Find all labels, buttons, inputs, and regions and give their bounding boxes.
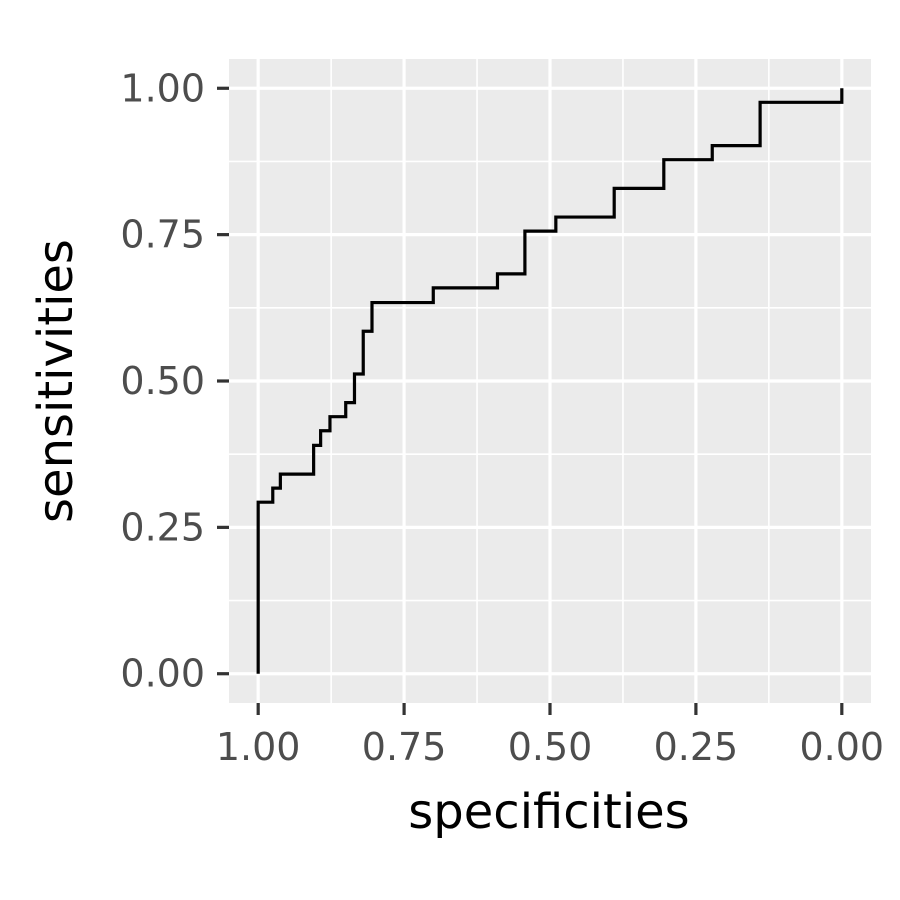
y-axis-title: sensitivities bbox=[28, 239, 84, 523]
y-tick-label: 0.75 bbox=[120, 213, 205, 257]
x-tick-label: 0.75 bbox=[362, 725, 447, 769]
x-tick-label: 0.00 bbox=[800, 725, 885, 769]
roc-curve-line bbox=[256, 88, 844, 674]
major-gridlines bbox=[229, 59, 871, 703]
y-axis: 0.00 0.25 0.50 0.75 1.00 bbox=[120, 66, 229, 696]
y-tick-label: 1.00 bbox=[120, 66, 205, 110]
y-tick-label: 0.25 bbox=[120, 505, 205, 549]
x-axis-title: specificities bbox=[408, 784, 689, 840]
x-tick-label: 1.00 bbox=[216, 725, 301, 769]
x-tick-label: 0.25 bbox=[654, 725, 739, 769]
y-tick-label: 0.00 bbox=[120, 652, 205, 696]
series-layer bbox=[256, 88, 844, 674]
y-tick-label: 0.50 bbox=[120, 359, 205, 403]
x-tick-label: 0.50 bbox=[508, 725, 593, 769]
x-axis: 1.00 0.75 0.50 0.25 0.00 bbox=[216, 703, 884, 769]
